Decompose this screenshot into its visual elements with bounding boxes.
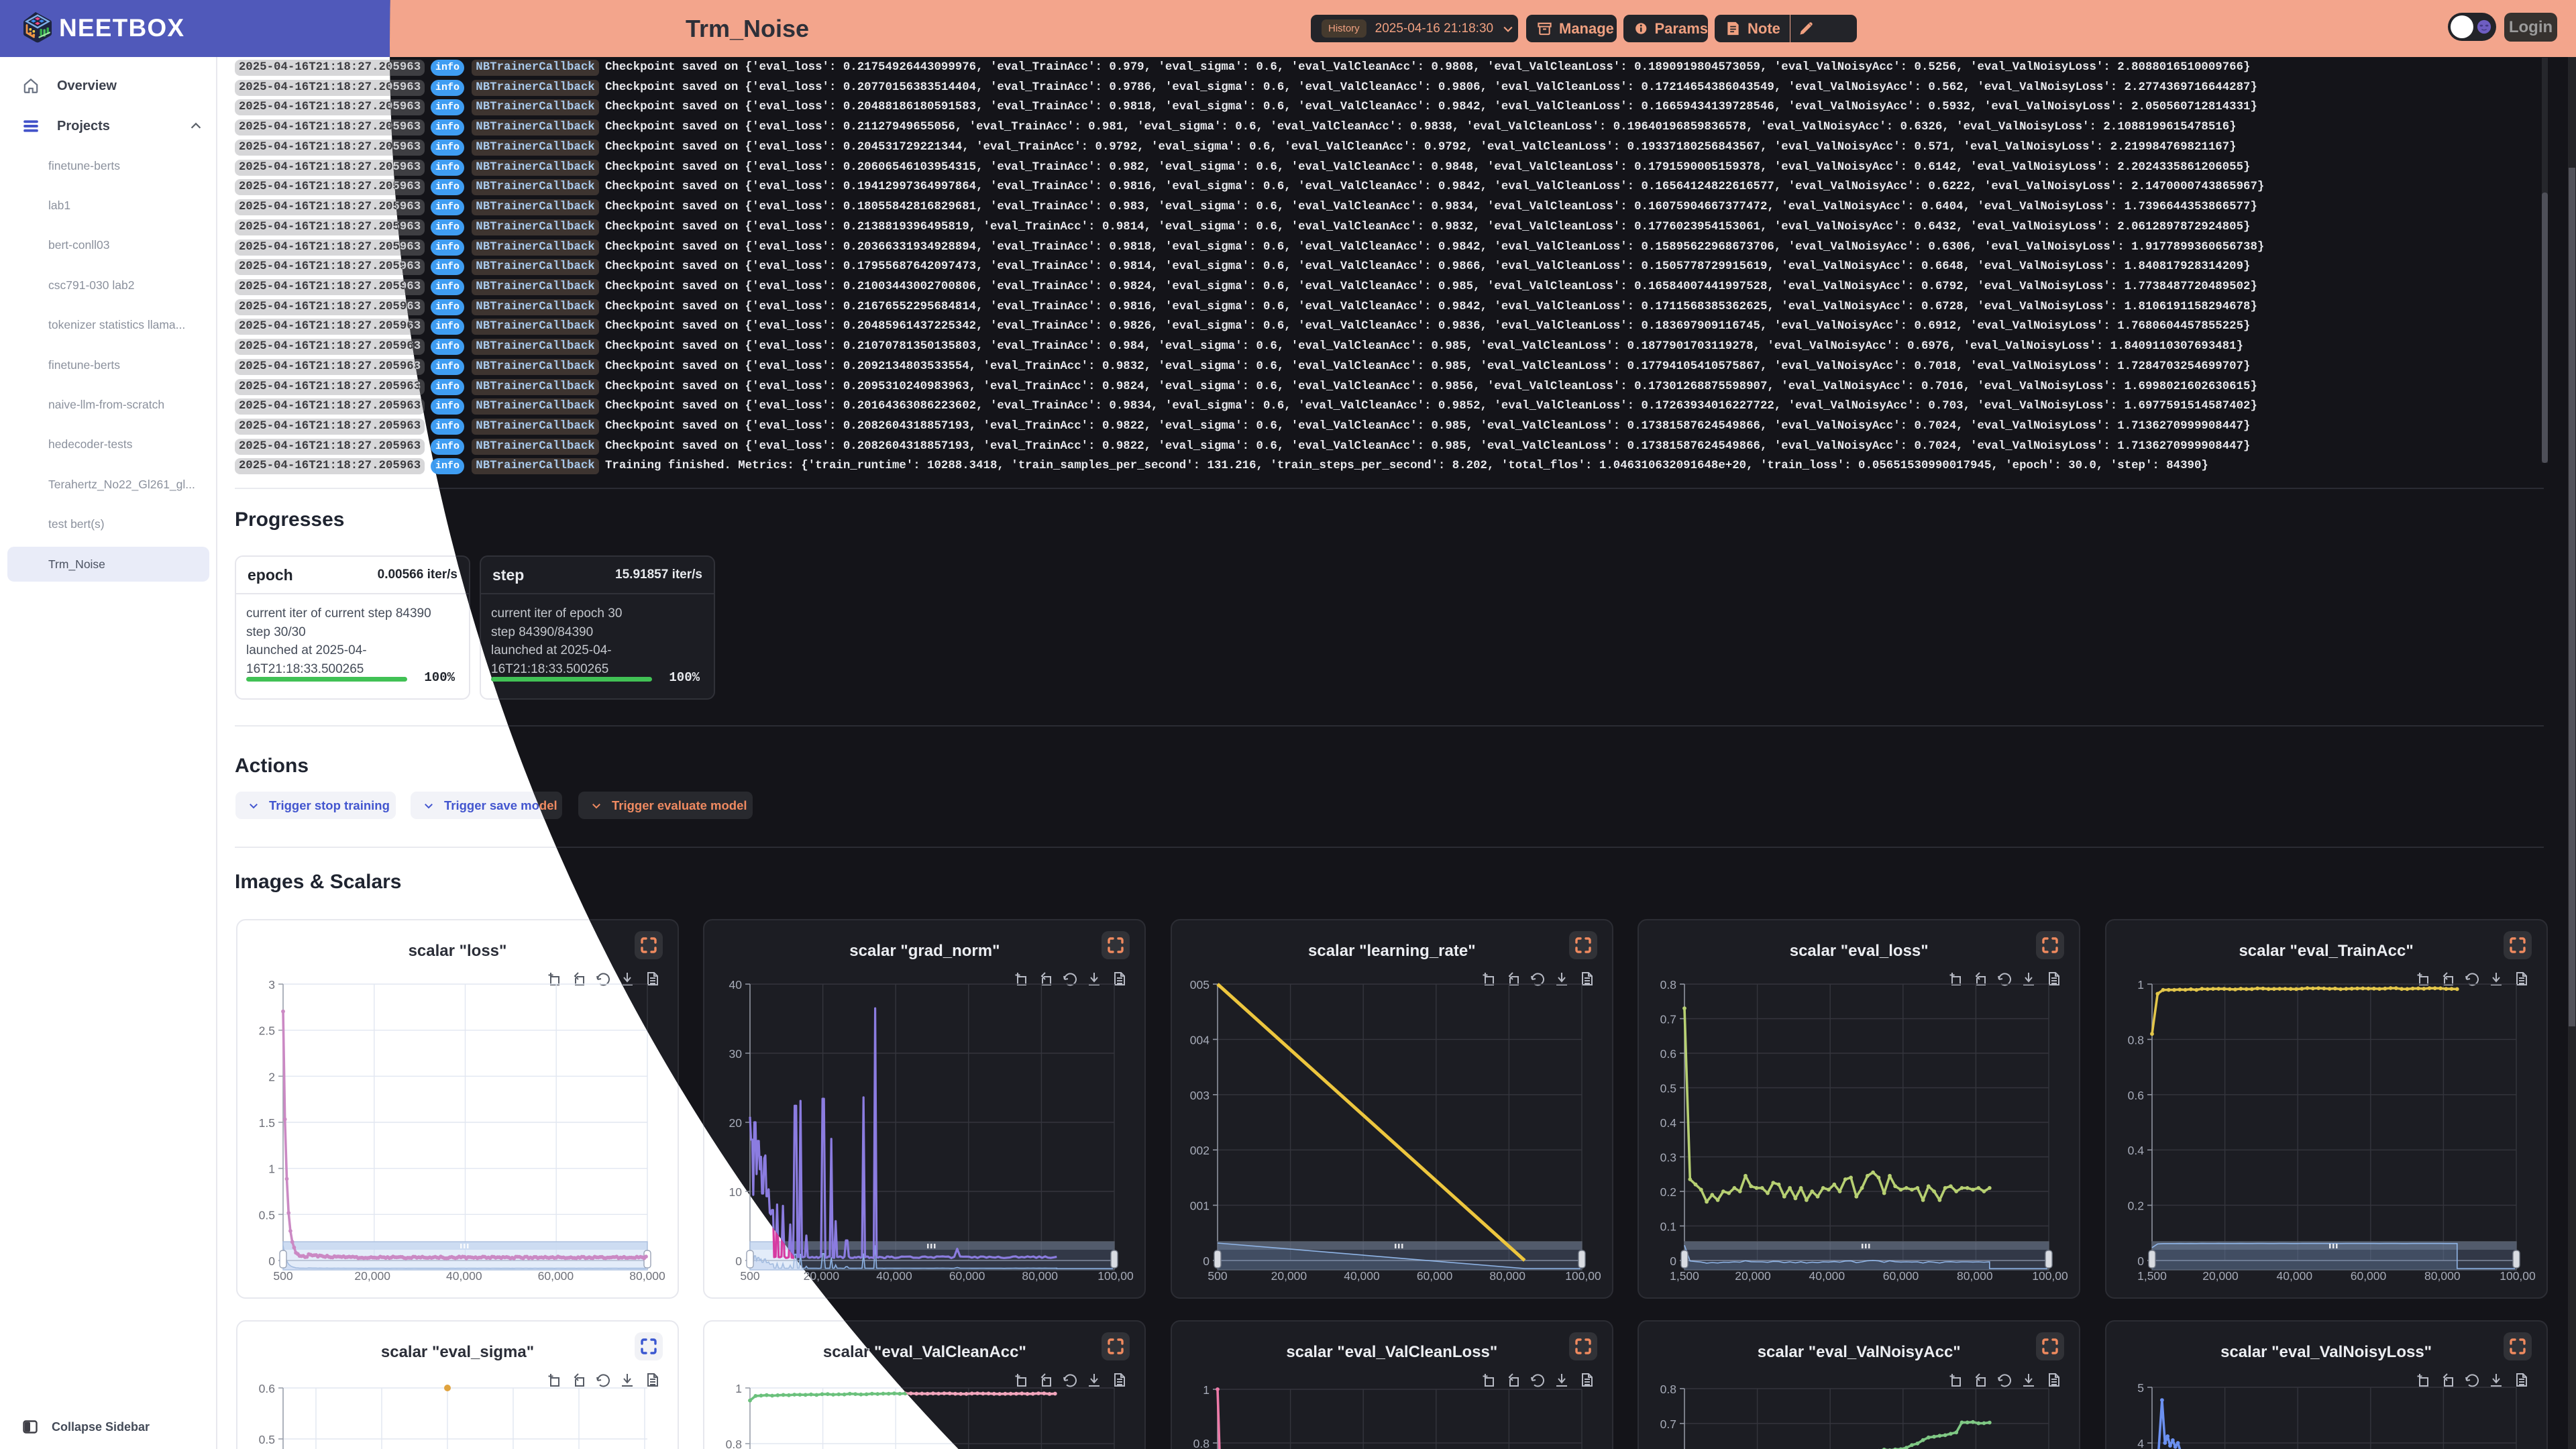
svg-text:60,000: 60,000 <box>538 1269 574 1283</box>
svg-text:0.7: 0.7 <box>1660 1013 1676 1026</box>
svg-text:80,000: 80,000 <box>1489 1269 1525 1283</box>
svg-text:20,000: 20,000 <box>804 1269 840 1283</box>
svg-text:001: 001 <box>1190 1199 1210 1213</box>
svg-text:0.8: 0.8 <box>1193 1437 1209 1449</box>
svg-text:1: 1 <box>1203 1383 1210 1397</box>
svg-text:20,000: 20,000 <box>1735 1269 1771 1283</box>
svg-text:004: 004 <box>1190 1033 1210 1046</box>
svg-text:20,000: 20,000 <box>354 1269 390 1283</box>
svg-text:0.6: 0.6 <box>259 1382 275 1395</box>
svg-text:30: 30 <box>729 1047 743 1061</box>
svg-text:003: 003 <box>1190 1089 1210 1102</box>
svg-text:0: 0 <box>1203 1254 1210 1268</box>
svg-text:60,000: 60,000 <box>949 1269 985 1283</box>
svg-text:20,000: 20,000 <box>2202 1269 2239 1283</box>
svg-text:0.4: 0.4 <box>2127 1144 2144 1157</box>
svg-text:0.7: 0.7 <box>1660 1417 1676 1431</box>
svg-text:100,00: 100,00 <box>2500 1269 2536 1283</box>
svg-text:2.5: 2.5 <box>259 1024 275 1038</box>
svg-text:2: 2 <box>268 1070 275 1083</box>
svg-text:80,000: 80,000 <box>629 1269 665 1283</box>
svg-text:0.5: 0.5 <box>259 1433 275 1446</box>
svg-text:3: 3 <box>268 978 275 991</box>
svg-text:0: 0 <box>268 1254 275 1268</box>
svg-text:500: 500 <box>1208 1269 1227 1283</box>
svg-text:0.4: 0.4 <box>1660 1116 1677 1130</box>
svg-text:1: 1 <box>736 1382 743 1395</box>
svg-text:80,000: 80,000 <box>1957 1269 1993 1283</box>
svg-text:500: 500 <box>273 1269 292 1283</box>
svg-text:0.8: 0.8 <box>2127 1033 2143 1046</box>
svg-text:1,500: 1,500 <box>1670 1269 1699 1283</box>
svg-text:10: 10 <box>729 1185 743 1199</box>
svg-text:40,000: 40,000 <box>1809 1269 1845 1283</box>
svg-text:1.5: 1.5 <box>259 1116 275 1130</box>
svg-text:60,000: 60,000 <box>1883 1269 1919 1283</box>
svg-text:1,500: 1,500 <box>2137 1269 2167 1283</box>
svg-text:80,000: 80,000 <box>2424 1269 2461 1283</box>
svg-text:0.1: 0.1 <box>1660 1220 1676 1234</box>
svg-text:40,000: 40,000 <box>877 1269 913 1283</box>
svg-text:0.2: 0.2 <box>1660 1185 1676 1199</box>
svg-text:60,000: 60,000 <box>2350 1269 2386 1283</box>
svg-text:40: 40 <box>729 978 743 991</box>
svg-text:0.8: 0.8 <box>726 1438 742 1449</box>
svg-text:40,000: 40,000 <box>446 1269 482 1283</box>
svg-text:100,00: 100,00 <box>1098 1269 1134 1283</box>
svg-text:5: 5 <box>2137 1381 2144 1395</box>
svg-text:002: 002 <box>1190 1144 1210 1157</box>
svg-text:0: 0 <box>1670 1254 1676 1268</box>
svg-text:0.6: 0.6 <box>1660 1047 1676 1061</box>
svg-text:500: 500 <box>741 1269 760 1283</box>
svg-text:20,000: 20,000 <box>1271 1269 1307 1283</box>
svg-text:0.2: 0.2 <box>2127 1199 2143 1213</box>
svg-text:005: 005 <box>1190 978 1210 991</box>
svg-text:0.8: 0.8 <box>1660 978 1676 991</box>
svg-text:0.5: 0.5 <box>259 1208 275 1222</box>
svg-text:60,000: 60,000 <box>1417 1269 1453 1283</box>
svg-text:40,000: 40,000 <box>2276 1269 2312 1283</box>
svg-text:20: 20 <box>729 1116 743 1130</box>
svg-text:1: 1 <box>2137 978 2144 991</box>
svg-text:0: 0 <box>736 1254 743 1268</box>
svg-text:80,000: 80,000 <box>1022 1269 1059 1283</box>
svg-text:0.5: 0.5 <box>1660 1082 1676 1095</box>
svg-text:100,00: 100,00 <box>2032 1269 2068 1283</box>
svg-text:0.8: 0.8 <box>1660 1383 1676 1396</box>
svg-text:0: 0 <box>2137 1254 2144 1268</box>
svg-text:0.6: 0.6 <box>2127 1089 2143 1102</box>
svg-text:1: 1 <box>268 1163 275 1176</box>
svg-text:0.3: 0.3 <box>1660 1151 1676 1165</box>
svg-text:4: 4 <box>2137 1437 2144 1449</box>
svg-text:100,00: 100,00 <box>1565 1269 1601 1283</box>
svg-text:40,000: 40,000 <box>1344 1269 1380 1283</box>
